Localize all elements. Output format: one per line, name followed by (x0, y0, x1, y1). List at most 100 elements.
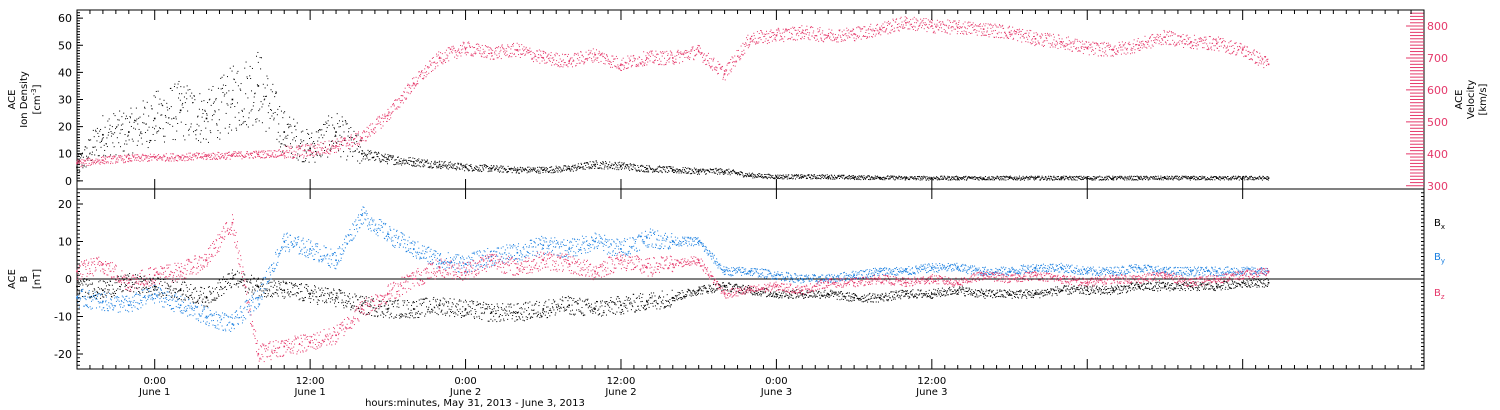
velocity-series-sample (1001, 36, 1003, 38)
velocity-series-sample (999, 24, 1001, 26)
velocity-series-sample (330, 150, 332, 152)
density-series-sample (669, 166, 671, 168)
velocity-series-sample (193, 159, 195, 161)
density-series-sample (717, 173, 719, 175)
density-series-sample (1211, 177, 1213, 179)
density-series-sample (374, 160, 376, 162)
density-series-sample (531, 169, 533, 171)
density-series-sample (1086, 177, 1088, 179)
density-series-sample (717, 168, 719, 170)
velocity-series-sample (538, 49, 540, 51)
velocity-series-sample (217, 155, 219, 157)
velocity-series-point (697, 50, 700, 53)
velocity-series-sample (416, 84, 418, 86)
velocity-series-sample (299, 148, 301, 150)
velocity-series-sample (78, 161, 80, 163)
density-series-sample (1130, 178, 1132, 180)
density-series-sample (467, 168, 469, 170)
velocity-series-sample (557, 64, 559, 66)
density-series-sample (921, 176, 923, 178)
velocity-series-sample (780, 39, 782, 41)
density-series-sample (837, 175, 839, 177)
density-series-sample (279, 135, 281, 137)
velocity-series-sample (636, 66, 638, 68)
velocity-series-sample (145, 156, 147, 158)
velocity-series-sample (234, 151, 236, 153)
velocity-series-sample (515, 55, 517, 57)
density-series-sample (602, 161, 604, 163)
velocity-series-point (594, 53, 596, 56)
velocity-series-sample (171, 157, 173, 159)
velocity-series-sample (111, 156, 113, 158)
velocity-series-sample (587, 54, 589, 56)
density-series-point (153, 117, 156, 120)
velocity-series-sample (205, 159, 207, 161)
velocity-series-sample (811, 35, 813, 37)
velocity-series-point (76, 162, 78, 165)
density-series-sample (554, 171, 556, 173)
velocity-series-sample (367, 127, 369, 129)
density-series-sample (1081, 177, 1083, 179)
density-series-sample (317, 131, 319, 133)
velocity-series-sample (528, 49, 530, 51)
density-series-sample (960, 177, 962, 179)
density-series-sample (526, 172, 528, 174)
density-series-sample (129, 117, 131, 119)
velocity-series-sample (992, 26, 994, 28)
density-series-sample (490, 169, 492, 171)
density-series-sample (601, 168, 603, 170)
velocity-series-sample (631, 64, 633, 66)
velocity-series-sample (160, 157, 162, 159)
velocity-series-sample (134, 159, 136, 161)
velocity-series-sample (768, 42, 770, 44)
velocity-series-sample (562, 53, 564, 55)
density-series-sample (1165, 177, 1167, 179)
density-series-sample (311, 152, 313, 154)
density-series-sample (203, 100, 205, 102)
density-series-sample (782, 175, 784, 177)
velocity-series-sample (505, 55, 507, 57)
velocity-series-sample (863, 35, 865, 37)
density-series-sample (501, 171, 503, 173)
velocity-series-sample (926, 31, 928, 33)
density-series-sample (342, 124, 344, 126)
velocity-series-sample (89, 157, 91, 159)
velocity-series-sample (1037, 33, 1039, 35)
velocity-series-sample (385, 115, 387, 117)
velocity-series-sample (407, 92, 409, 94)
velocity-series-sample (364, 140, 366, 142)
density-series-sample (539, 170, 541, 172)
density-series-sample (669, 167, 671, 169)
velocity-series-sample (490, 47, 492, 49)
density-series-sample (1003, 175, 1005, 177)
velocity-series-sample (186, 153, 188, 155)
velocity-series-sample (604, 63, 606, 65)
velocity-series-sample (126, 154, 128, 156)
density-series-sample (247, 126, 249, 128)
density-series-sample (908, 179, 910, 181)
velocity-series-sample (685, 52, 687, 54)
velocity-series-sample (938, 29, 940, 31)
density-series-sample (1047, 178, 1049, 180)
velocity-series-sample (565, 53, 567, 55)
density-series-sample (210, 104, 212, 106)
density-series-sample (714, 168, 716, 170)
velocity-series-sample (236, 155, 238, 157)
density-series-sample (1042, 177, 1044, 179)
density-series-sample (444, 161, 446, 163)
velocity-series-sample (855, 34, 857, 36)
density-series-sample (149, 141, 151, 143)
density-series-sample (779, 174, 781, 176)
velocity-series-sample (98, 160, 100, 162)
velocity-series-sample (321, 147, 323, 149)
density-series-sample (408, 163, 410, 165)
velocity-series-sample (354, 143, 356, 145)
velocity-series-sample (489, 53, 491, 55)
density-series-sample (611, 163, 613, 165)
velocity-series-sample (475, 52, 477, 54)
velocity-series-sample (577, 52, 579, 54)
density-series-sample (733, 170, 735, 172)
velocity-series-sample (578, 59, 580, 61)
density-series-sample (1000, 177, 1002, 179)
velocity-series-sample (816, 35, 818, 37)
